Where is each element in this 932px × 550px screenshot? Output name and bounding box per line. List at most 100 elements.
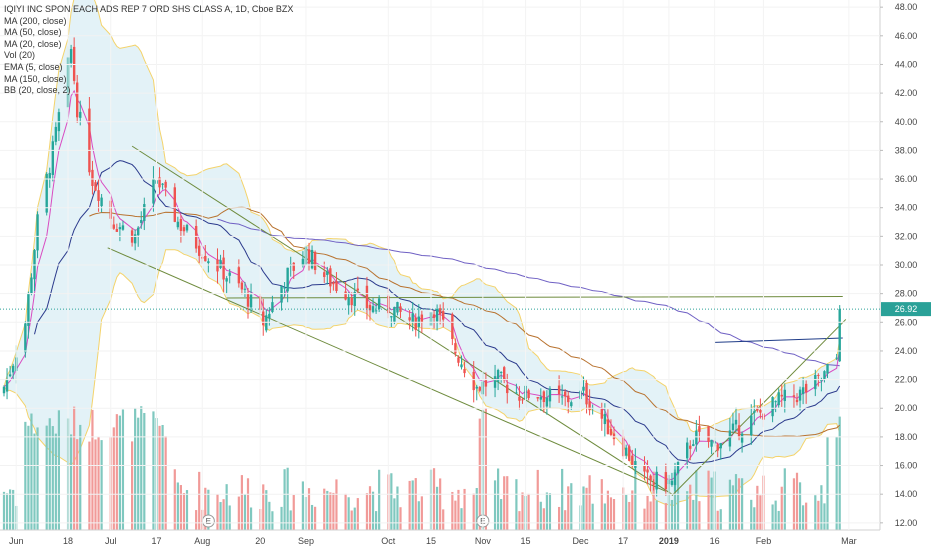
candle-body: [564, 391, 567, 397]
y-tick-label: 46.00: [895, 31, 918, 41]
volume-bar: [182, 493, 186, 530]
volume-bar: [51, 426, 54, 530]
trendline: [107, 247, 667, 492]
candle-body: [48, 172, 51, 180]
earnings-marker-label: E: [206, 517, 211, 526]
volume-bar: [719, 509, 722, 530]
volume-bar: [606, 490, 609, 530]
candle-body: [838, 309, 841, 362]
volume-bar: [368, 486, 372, 530]
volume-bar: [475, 488, 478, 530]
candle-body: [313, 251, 317, 271]
candle-body: [814, 374, 817, 390]
candle-body: [588, 401, 591, 411]
candle-body: [280, 285, 283, 303]
volume-bar: [631, 490, 634, 530]
volume-bar: [570, 483, 573, 530]
candle-body: [560, 396, 564, 398]
legend-item-ema5: EMA (5, close): [4, 61, 63, 72]
y-tick-label: 32.00: [895, 231, 918, 241]
candle-body: [740, 433, 744, 443]
volume-bar: [118, 415, 121, 530]
candle-body: [88, 108, 91, 173]
volume-bar: [756, 485, 759, 530]
volume-bar: [795, 472, 799, 530]
volume-bar: [820, 485, 823, 530]
candle-body: [835, 357, 838, 359]
volume-bar: [57, 410, 60, 530]
volume-bar: [710, 477, 713, 530]
volume-bar: [634, 468, 637, 530]
volume-bar: [451, 491, 454, 530]
volume-bar: [497, 468, 500, 530]
volume-bar: [228, 505, 231, 530]
legend-item-ma150: MA (150, close): [4, 73, 67, 84]
candle-body: [161, 183, 164, 185]
candle-body: [539, 396, 542, 400]
candle-body: [432, 314, 436, 318]
candle-body: [783, 389, 786, 402]
volume-bar: [5, 493, 9, 530]
candle-body: [676, 462, 680, 474]
candle-body: [631, 455, 634, 466]
volume-bar: [243, 494, 247, 530]
volume-bar: [503, 476, 506, 530]
candle-body: [76, 82, 79, 118]
volume-bar: [332, 492, 335, 530]
candle-body: [185, 224, 189, 231]
candle-body: [164, 181, 167, 188]
x-tick-label: 2019: [659, 536, 679, 546]
y-tick-label: 48.00: [895, 2, 918, 12]
candle-body: [112, 224, 115, 229]
candle-body: [542, 391, 546, 403]
candle-body: [8, 374, 12, 377]
volume-bar: [484, 408, 487, 530]
x-tick-label: 16: [710, 536, 720, 546]
x-axis: Jun 18 Jul 17 Aug 20 Sep Oct 15 Nov 15 Dec 17 2019 16 F…: [0, 0, 880, 546]
candle-body: [399, 306, 402, 312]
candle-body: [225, 278, 228, 282]
candle-body: [472, 371, 475, 391]
candle-body: [737, 425, 741, 438]
volume-bar: [204, 487, 207, 530]
volume-bar: [112, 427, 115, 530]
candle-body: [420, 314, 424, 323]
candle-body: [353, 292, 356, 306]
volume-bar: [823, 503, 826, 530]
candle-body: [137, 227, 140, 236]
candle-body: [475, 386, 478, 389]
candle-body: [374, 310, 378, 312]
candle-body: [451, 314, 454, 340]
volume-bar: [323, 488, 326, 530]
candle-body: [728, 430, 732, 447]
candle-body: [734, 419, 738, 425]
candle-body: [521, 399, 524, 401]
candle-body: [686, 442, 689, 459]
volume-bar: [673, 469, 677, 530]
candle-body: [335, 281, 338, 291]
volume-bar: [271, 511, 274, 530]
volume-bar: [521, 492, 524, 530]
legend-item-ma50: MA (50, close): [4, 27, 62, 38]
volume-bar: [414, 478, 417, 530]
candle-body: [118, 227, 122, 230]
candle-body: [271, 302, 274, 313]
volume-bar: [378, 469, 381, 530]
candle-body: [823, 371, 826, 379]
volume-bar: [115, 414, 118, 530]
candle-body: [484, 379, 488, 387]
candle-body: [515, 392, 518, 394]
y-tick-label: 18.00: [895, 432, 918, 442]
volume-bar: [246, 478, 250, 530]
volume-bar: [45, 425, 48, 530]
volume-bar: [695, 470, 698, 530]
candle-body: [612, 433, 616, 440]
volume-bar: [2, 491, 6, 530]
candle-body: [438, 308, 442, 314]
last-price-badge: [881, 302, 931, 317]
volume-bar: [219, 502, 222, 530]
candle-body: [756, 408, 759, 411]
volume-bar: [591, 503, 594, 530]
candle-body: [435, 308, 439, 322]
candle-body: [152, 178, 155, 204]
